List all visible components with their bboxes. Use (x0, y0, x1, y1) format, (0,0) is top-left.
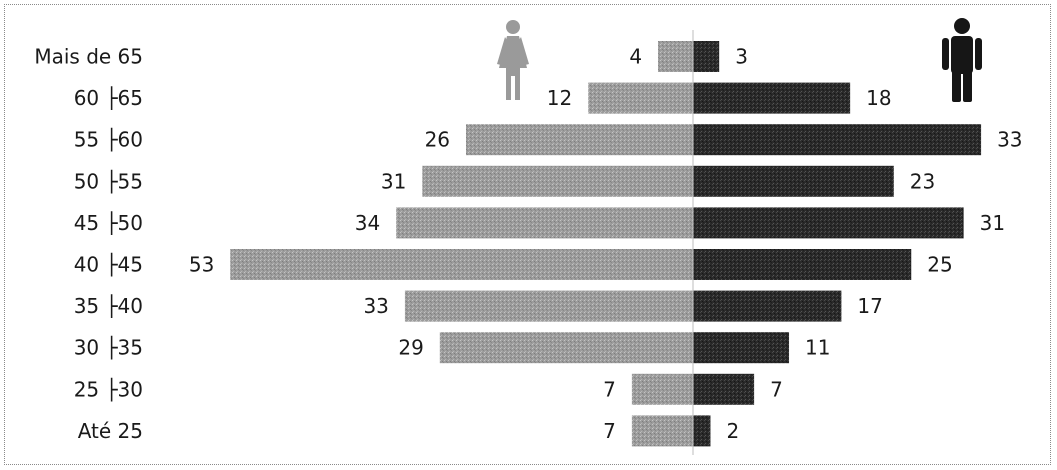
female-icon (497, 20, 529, 100)
category-label: 60 ├65 (74, 86, 143, 110)
value-label-female: 29 (398, 336, 423, 360)
bar-female (658, 41, 693, 72)
bar-male (693, 207, 964, 239)
bar-male (693, 290, 842, 322)
value-label-female: 26 (425, 128, 450, 152)
value-label-male: 17 (857, 294, 882, 318)
bar-male (693, 82, 851, 114)
value-label-male: 23 (910, 169, 935, 193)
bar-female (422, 165, 693, 197)
value-label-female: 7 (603, 377, 616, 401)
value-label-female: 53 (189, 253, 214, 277)
value-label-female: 31 (381, 169, 406, 193)
value-label-male: 7 (770, 377, 783, 401)
value-label-female: 34 (355, 211, 380, 235)
value-label-male: 31 (980, 211, 1005, 235)
value-label-male: 33 (997, 128, 1022, 152)
bar-male (693, 373, 755, 405)
value-label-male: 3 (735, 45, 748, 69)
bar-male (693, 165, 894, 197)
value-label-female: 4 (629, 45, 642, 69)
bar-male (693, 332, 790, 364)
bar-female (439, 332, 693, 364)
category-label: Mais de 65 (34, 45, 143, 69)
category-label: 50 ├55 (74, 169, 143, 193)
bar-female (631, 415, 693, 447)
value-label-male: 18 (866, 86, 891, 110)
male-icon (942, 18, 982, 102)
category-label: 30 ├35 (74, 336, 143, 360)
bar-female (396, 207, 693, 239)
category-label: Até 25 (78, 419, 143, 443)
bar-female (466, 124, 693, 156)
bar-male (693, 124, 982, 156)
bar-female (230, 249, 693, 280)
value-label-female: 12 (547, 86, 572, 110)
category-label: 40 ├45 (74, 253, 143, 277)
bar-male (693, 415, 711, 447)
value-label-male: 2 (726, 419, 739, 443)
value-label-male: 25 (927, 253, 952, 277)
bar-male (693, 41, 720, 72)
bar-female (631, 373, 693, 405)
bar-female (588, 82, 693, 114)
category-label: 35 ├40 (74, 294, 143, 318)
bar-male (693, 249, 912, 280)
category-label: 25 ├30 (74, 377, 143, 401)
value-label-female: 7 (603, 419, 616, 443)
value-label-male: 11 (805, 336, 830, 360)
category-label: 55 ├60 (74, 128, 143, 152)
bar-female (404, 290, 693, 322)
chart-frame (4, 4, 1051, 465)
value-label-female: 33 (363, 294, 388, 318)
category-label: 45 ├50 (74, 211, 143, 235)
